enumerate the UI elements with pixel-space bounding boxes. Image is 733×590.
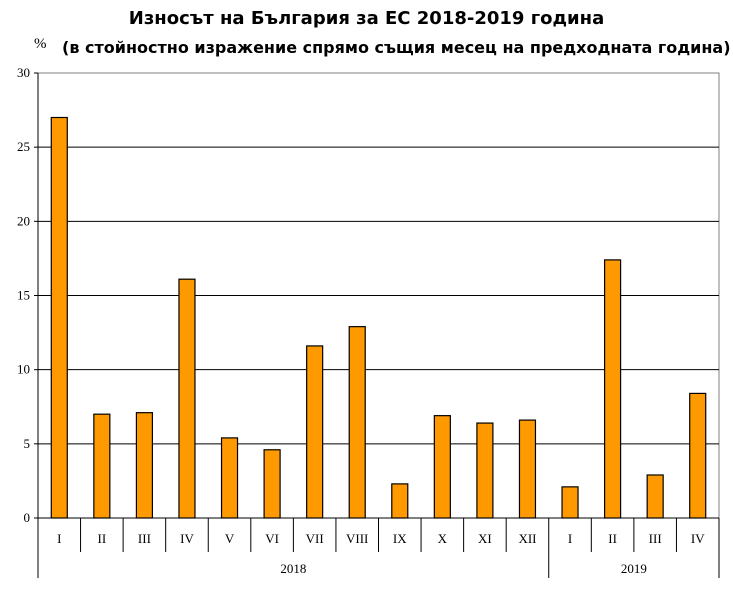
x-tick-label: III [138, 531, 151, 546]
bar [306, 345, 324, 519]
bar [391, 483, 409, 519]
bar [646, 474, 664, 519]
bar [561, 486, 579, 519]
x-tick-label: VI [265, 531, 279, 546]
bar [433, 415, 451, 519]
x-tick-label: III [649, 531, 662, 546]
bar [93, 413, 111, 519]
x-tick-label: I [57, 531, 61, 546]
bar [50, 116, 68, 519]
x-tick-label: XII [518, 531, 536, 546]
y-tick-label: 0 [24, 510, 31, 525]
bar [518, 419, 537, 519]
bar [263, 449, 281, 519]
bar [135, 412, 154, 519]
x-tick-label: II [98, 531, 107, 546]
x-tick-label: II [608, 531, 617, 546]
x-tick-label: V [225, 531, 235, 546]
x-tick-label: X [438, 531, 448, 546]
bar [476, 422, 494, 519]
y-tick-label: 15 [17, 288, 30, 303]
bar [348, 326, 366, 519]
y-tick-label: 20 [17, 213, 30, 228]
x-tick-label: VIII [346, 531, 368, 546]
x-tick-label: VII [306, 531, 324, 546]
year-group-label: 2019 [621, 561, 647, 576]
y-tick-label: 10 [17, 362, 30, 377]
chart-subtitle: (в стойностно изражение спрямо същия мес… [62, 38, 731, 57]
bar [220, 437, 239, 519]
y-tick-label: 5 [24, 436, 31, 451]
x-tick-label: IX [393, 531, 407, 546]
x-tick-label: IV [180, 531, 194, 546]
y-tick-label: 25 [17, 139, 30, 154]
year-group-label: 2018 [280, 561, 306, 576]
bar [603, 259, 622, 519]
x-tick-label: IV [691, 531, 705, 546]
chart-title: Износът на България за ЕС 2018-2019 годи… [128, 8, 605, 29]
x-tick-label: XI [478, 531, 492, 546]
y-axis-unit: % [34, 36, 47, 52]
y-tick-label: 30 [17, 65, 30, 80]
bar [689, 392, 707, 519]
bar [178, 278, 196, 519]
x-tick-label: I [568, 531, 572, 546]
